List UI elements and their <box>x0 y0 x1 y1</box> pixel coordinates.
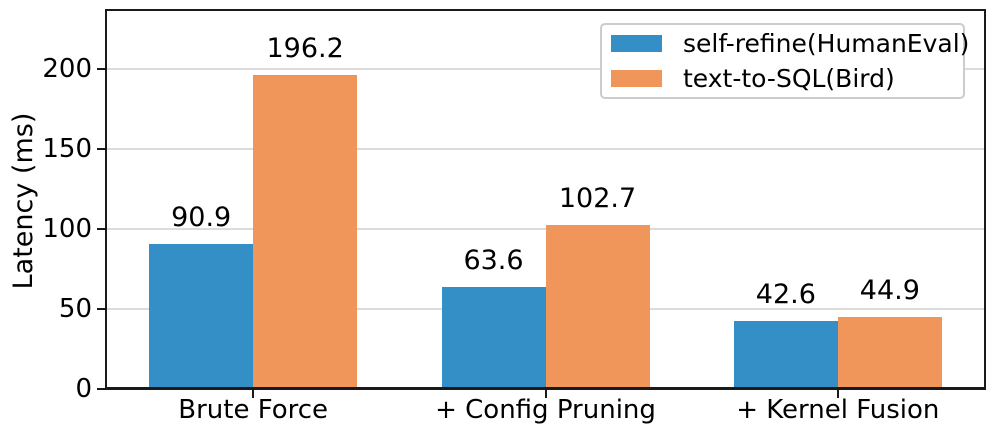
legend-label: self-refine(HumanEval) <box>683 29 970 58</box>
bar-value-label: 42.6 <box>755 278 816 310</box>
x-category-label: Brute Force <box>178 395 329 425</box>
gridline <box>107 148 984 150</box>
x-tick <box>252 389 255 398</box>
y-tick-label: 150 <box>42 134 92 164</box>
bar-value-label: 102.7 <box>558 182 637 214</box>
bar-blue <box>441 287 546 389</box>
y-tick-label: 50 <box>58 294 92 324</box>
bar-value-label: 196.2 <box>266 33 344 65</box>
legend-label: text-to-SQL(Bird) <box>683 64 895 93</box>
y-tick <box>97 228 107 230</box>
x-category-label: + Kernel Fusion <box>736 395 940 425</box>
x-tick <box>544 389 547 398</box>
x-tick <box>836 389 839 398</box>
bar-orange <box>837 317 942 389</box>
x-category-label: + Config Pruning <box>435 395 656 425</box>
bar-orange <box>545 224 650 389</box>
bar-orange <box>253 75 358 389</box>
y-tick <box>97 68 107 70</box>
bar-value-label: 44.9 <box>859 275 920 307</box>
legend-item: text-to-SQL(Bird) <box>611 63 963 95</box>
bar-value-label: 63.6 <box>463 245 524 277</box>
legend-color-swatch <box>611 35 662 52</box>
y-tick-label: 100 <box>42 214 92 244</box>
y-tick-label: 0 <box>75 374 92 404</box>
bar-blue <box>149 243 254 389</box>
plot-area: 90.9 196.2 63.6 102.7 42.6 44.9 <box>107 11 984 389</box>
gridline <box>107 68 984 70</box>
bar-blue <box>733 320 838 389</box>
legend-item: self-refine(HumanEval) <box>611 28 969 60</box>
legend: self-refine(HumanEval) text-to-SQL(Bird) <box>600 23 969 99</box>
y-tick <box>97 148 107 150</box>
y-tick-label: 200 <box>42 54 92 84</box>
y-tick <box>97 388 107 390</box>
bar-value-label: 90.9 <box>171 201 232 233</box>
legend-color-swatch <box>611 70 662 87</box>
y-tick <box>97 308 107 310</box>
